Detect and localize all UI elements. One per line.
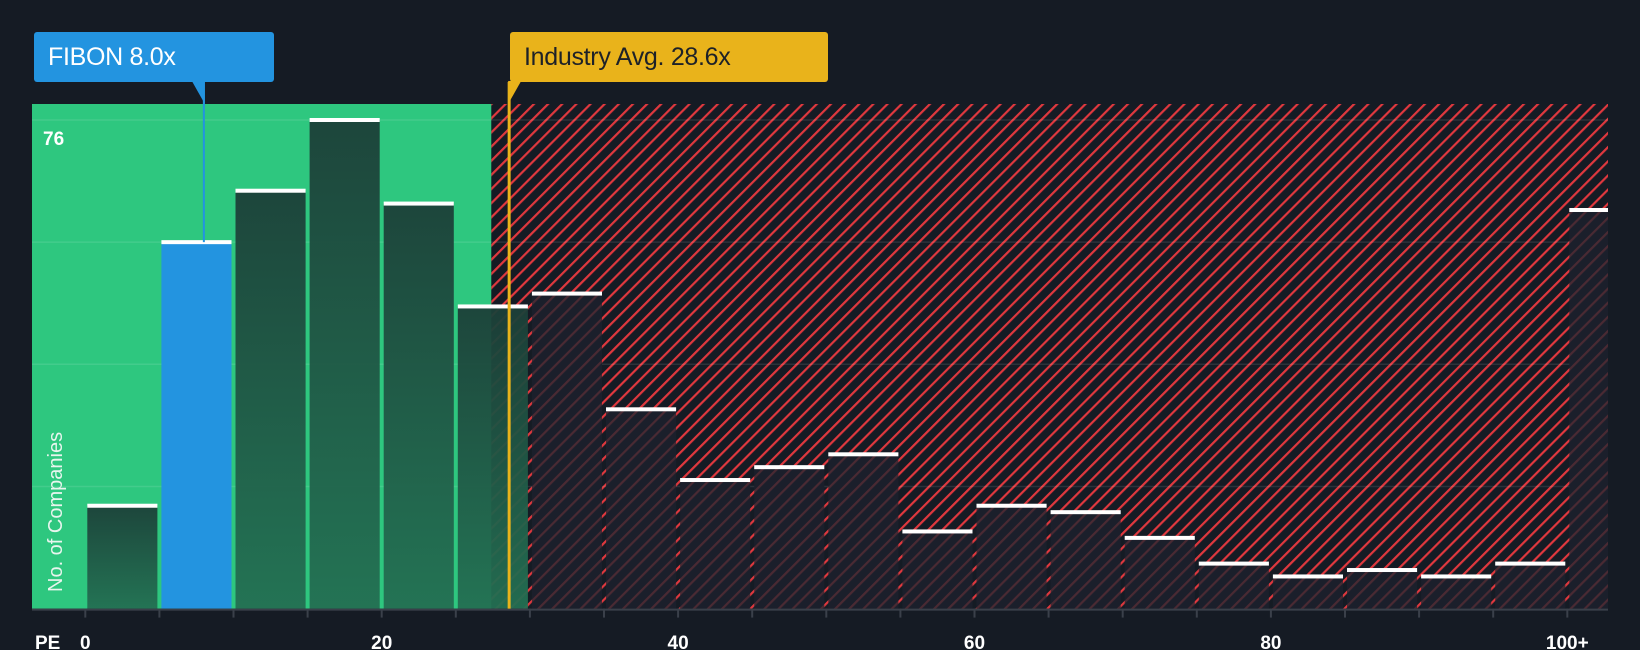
- histogram-bar: [1050, 512, 1121, 609]
- histogram-bar: [1347, 570, 1418, 609]
- bar-top-cap: [1421, 574, 1492, 579]
- x-tick-label: 20: [371, 633, 392, 650]
- bar-top-cap: [87, 503, 158, 508]
- bar-top-cap: [680, 478, 751, 483]
- bar-top-cap: [531, 291, 602, 296]
- histogram-bar: [902, 531, 973, 609]
- histogram-bar: [383, 203, 454, 609]
- histogram-bar: [87, 505, 158, 609]
- bar-top-cap: [976, 503, 1047, 508]
- bar-top-cap: [1569, 208, 1608, 213]
- histogram-bar: [531, 293, 602, 609]
- histogram-bar: [976, 505, 1047, 609]
- bar-top-cap: [1495, 561, 1566, 566]
- overvalued-zone: [491, 104, 1608, 609]
- x-tick-label: 100+: [1546, 633, 1589, 650]
- bar-top-cap: [457, 304, 528, 309]
- bar-top-cap: [235, 188, 306, 193]
- histogram-bar: [457, 306, 528, 609]
- bar-top-cap: [383, 201, 454, 206]
- x-tick-label: 60: [964, 633, 985, 650]
- histogram-bar: [309, 120, 380, 609]
- bar-top-cap: [161, 240, 232, 245]
- bar-top-cap: [309, 118, 380, 122]
- x-tick-label: 0: [80, 633, 91, 650]
- histogram-bar: [828, 454, 899, 609]
- histogram-bar: [680, 480, 751, 609]
- bar-top-cap: [606, 407, 677, 412]
- y-max-label: 76: [43, 129, 64, 150]
- histogram-bar: [1421, 576, 1492, 609]
- histogram-bar: [1495, 563, 1566, 609]
- company-pe-pointer: [191, 81, 205, 104]
- company-pe-label: FIBON 8.0x: [34, 32, 274, 82]
- industry-avg-label: Industry Avg. 28.6x: [510, 32, 828, 82]
- y-axis-label: No. of Companies: [45, 432, 67, 592]
- x-tick-label: 40: [668, 633, 689, 650]
- histogram-bar: [1272, 576, 1343, 609]
- bar-top-cap: [902, 529, 973, 534]
- bar-top-cap: [1198, 561, 1269, 566]
- histogram-bar: [1198, 563, 1269, 609]
- histogram-bar: [1569, 210, 1608, 609]
- industry-avg-pointer: [508, 81, 522, 104]
- histogram-bar: [235, 190, 306, 609]
- bar-top-cap: [1124, 535, 1195, 540]
- histogram-bar: [161, 242, 232, 609]
- x-tick-label: 80: [1260, 633, 1281, 650]
- bar-top-cap: [828, 452, 899, 457]
- bar-top-cap: [1347, 568, 1418, 573]
- x-axis-label: PE: [35, 633, 60, 650]
- bar-top-cap: [754, 465, 825, 470]
- histogram-bar: [606, 409, 677, 609]
- bar-top-cap: [1050, 510, 1121, 515]
- histogram-bar: [1124, 537, 1195, 609]
- histogram-bar: [754, 467, 825, 609]
- bar-top-cap: [1272, 574, 1343, 579]
